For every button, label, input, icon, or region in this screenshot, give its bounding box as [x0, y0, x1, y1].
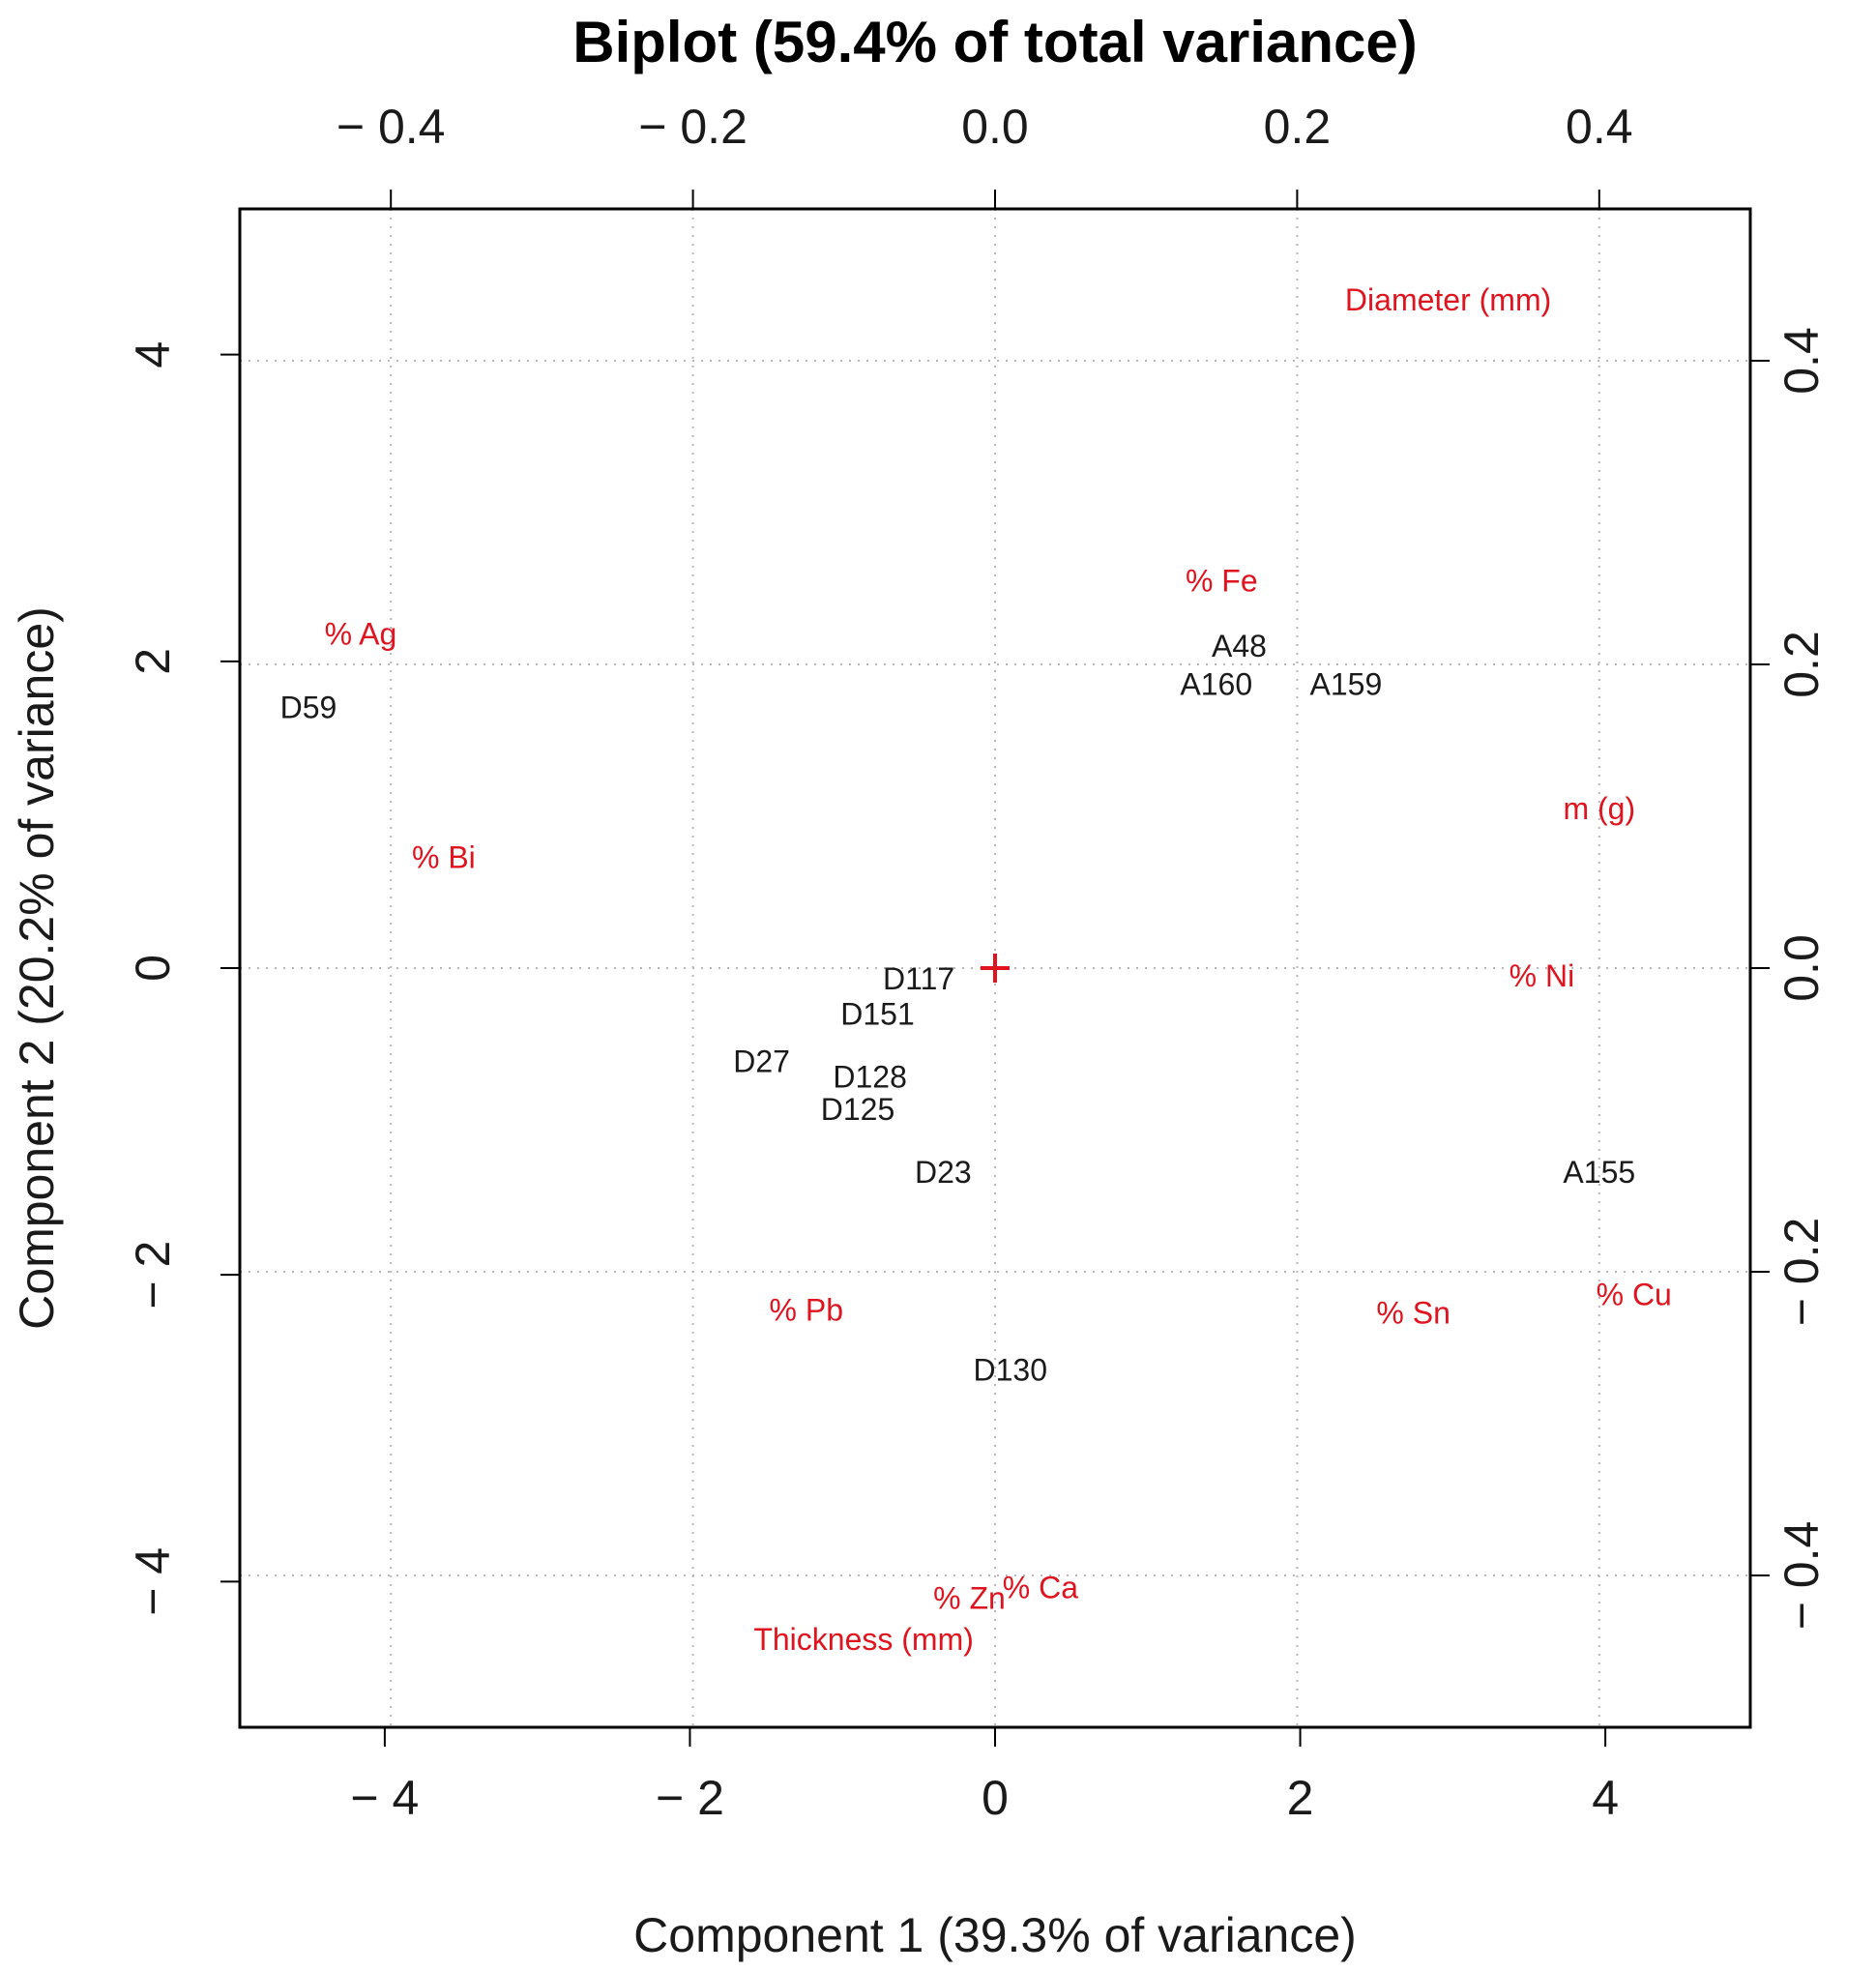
observation-label: D27 — [733, 1044, 790, 1079]
x-axis-label: Component 1 (39.3% of variance) — [633, 1908, 1357, 1962]
y-tick-label: − 4 — [126, 1547, 180, 1616]
variable-label: m (g) — [1563, 791, 1635, 826]
y-axis-label: Component 2 (20.2% of variance) — [10, 606, 64, 1330]
observation-label: A160 — [1180, 667, 1252, 702]
y-tick-label: 0 — [126, 955, 180, 982]
observation-label: A155 — [1563, 1155, 1635, 1190]
right-tick-label: − 0.2 — [1774, 1218, 1829, 1327]
y-tick-label: − 2 — [126, 1241, 180, 1309]
variable-label: % Cu — [1597, 1278, 1672, 1312]
observation-label: D130 — [974, 1352, 1048, 1387]
origin-marker — [981, 954, 1010, 983]
observation-label: D125 — [821, 1092, 895, 1127]
observation-label: D23 — [915, 1155, 972, 1190]
variable-label: % Sn — [1376, 1295, 1450, 1330]
observation-label: A159 — [1310, 667, 1383, 702]
variable-label: % Ni — [1510, 958, 1575, 993]
observation-label: D59 — [280, 690, 337, 724]
y-tick-label: 2 — [126, 648, 180, 675]
top-tick-label: 0.4 — [1566, 100, 1633, 154]
variable-label: % Ag — [325, 617, 397, 652]
variable-label: % Pb — [770, 1292, 843, 1327]
x-tick-label: 2 — [1287, 1771, 1314, 1825]
y-tick-label: 4 — [126, 341, 180, 368]
x-tick-label: 0 — [982, 1771, 1009, 1825]
observation-label: D117 — [883, 961, 954, 996]
chart-title: Biplot (59.4% of total variance) — [572, 10, 1418, 74]
top-tick-label: − 0.2 — [638, 100, 747, 154]
right-tick-label: 0.2 — [1774, 631, 1829, 698]
top-tick-label: 0.2 — [1264, 100, 1332, 154]
axis-ticks: − 4 − 2 0 2 4 − 4 − 2 0 2 4 − 0.4 − 0.2 0.0 0.2 0.4 − 0… — [126, 100, 1829, 1825]
variable-label: Thickness (mm) — [753, 1622, 974, 1657]
top-tick-label: 0.0 — [961, 100, 1029, 154]
variable-label: % Zn — [933, 1581, 1006, 1616]
right-tick-label: − 0.4 — [1774, 1521, 1829, 1631]
x-tick-label: − 4 — [350, 1771, 419, 1825]
variable-label: Diameter (mm) — [1345, 282, 1551, 317]
right-tick-label: 0.0 — [1774, 934, 1829, 1002]
observation-label: D128 — [833, 1060, 907, 1095]
x-tick-label: − 2 — [656, 1771, 724, 1825]
variable-label: % Ca — [1003, 1571, 1078, 1605]
x-tick-label: 4 — [1592, 1771, 1619, 1825]
variable-label: % Fe — [1186, 564, 1258, 599]
right-tick-label: 0.4 — [1774, 327, 1829, 395]
observation-label: D151 — [840, 997, 915, 1032]
variable-label: % Bi — [412, 839, 476, 874]
observation-label: A48 — [1212, 629, 1267, 663]
top-tick-label: − 0.4 — [337, 100, 446, 154]
